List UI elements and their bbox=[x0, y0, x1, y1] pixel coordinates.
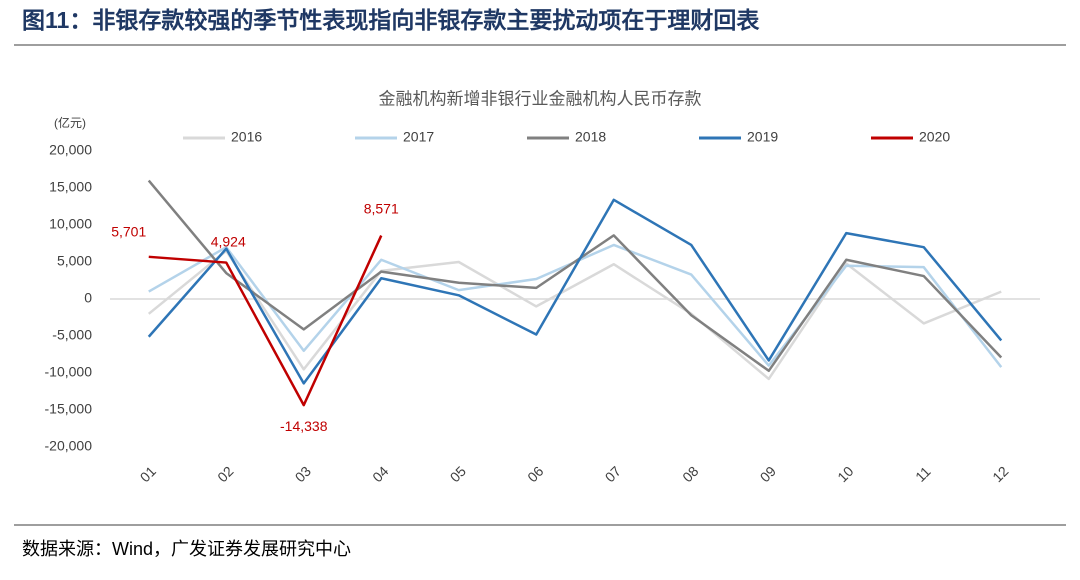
y-tick-label: 0 bbox=[84, 290, 92, 306]
data-label: -14,338 bbox=[280, 418, 328, 434]
y-tick-label: 15,000 bbox=[49, 179, 92, 195]
y-tick-label: 20,000 bbox=[49, 142, 92, 158]
legend-label: 2018 bbox=[575, 129, 606, 145]
x-tick-label: 11 bbox=[912, 463, 934, 485]
x-tick-label: 02 bbox=[214, 463, 236, 485]
y-axis-label: (亿元) bbox=[54, 115, 86, 130]
data-label: 8,571 bbox=[364, 200, 399, 216]
x-tick-label: 07 bbox=[602, 463, 624, 485]
x-tick-label: 09 bbox=[757, 463, 779, 485]
legend-label: 2016 bbox=[231, 129, 262, 145]
y-tick-label: 5,000 bbox=[57, 253, 92, 269]
x-tick-label: 10 bbox=[834, 463, 856, 485]
series-line bbox=[148, 243, 1003, 368]
x-tick-label: 03 bbox=[292, 463, 314, 485]
source: 数据来源：Wind，广发证券发展研究中心 bbox=[22, 539, 351, 559]
legend-label: 2019 bbox=[747, 129, 778, 145]
chart-title: 金融机构新增非银行业金融机构人民币存款 bbox=[379, 89, 702, 108]
x-tick-label: 06 bbox=[524, 463, 546, 485]
figure-title: 图11：非银存款较强的季节性表现指向非银存款主要扰动项在于理财回表 bbox=[22, 7, 760, 33]
x-tick-label: 08 bbox=[679, 463, 701, 485]
y-tick-label: -5,000 bbox=[52, 327, 92, 343]
series-line bbox=[147, 179, 1003, 373]
x-tick-label: 04 bbox=[369, 463, 391, 485]
x-tick-label: 12 bbox=[989, 463, 1011, 485]
series-line bbox=[147, 249, 1002, 381]
y-tick-label: 10,000 bbox=[49, 216, 92, 232]
data-label: 4,924 bbox=[211, 233, 246, 249]
legend-label: 2020 bbox=[919, 129, 950, 145]
legend-label: 2017 bbox=[403, 129, 434, 145]
y-tick-label: -20,000 bbox=[45, 438, 93, 454]
series-line bbox=[147, 198, 1003, 385]
data-label: 5,701 bbox=[111, 224, 146, 240]
y-tick-label: -15,000 bbox=[45, 401, 93, 417]
x-tick-label: 01 bbox=[137, 463, 159, 485]
y-tick-label: -10,000 bbox=[45, 364, 93, 380]
series-line bbox=[148, 235, 383, 407]
x-tick-label: 05 bbox=[447, 463, 469, 485]
